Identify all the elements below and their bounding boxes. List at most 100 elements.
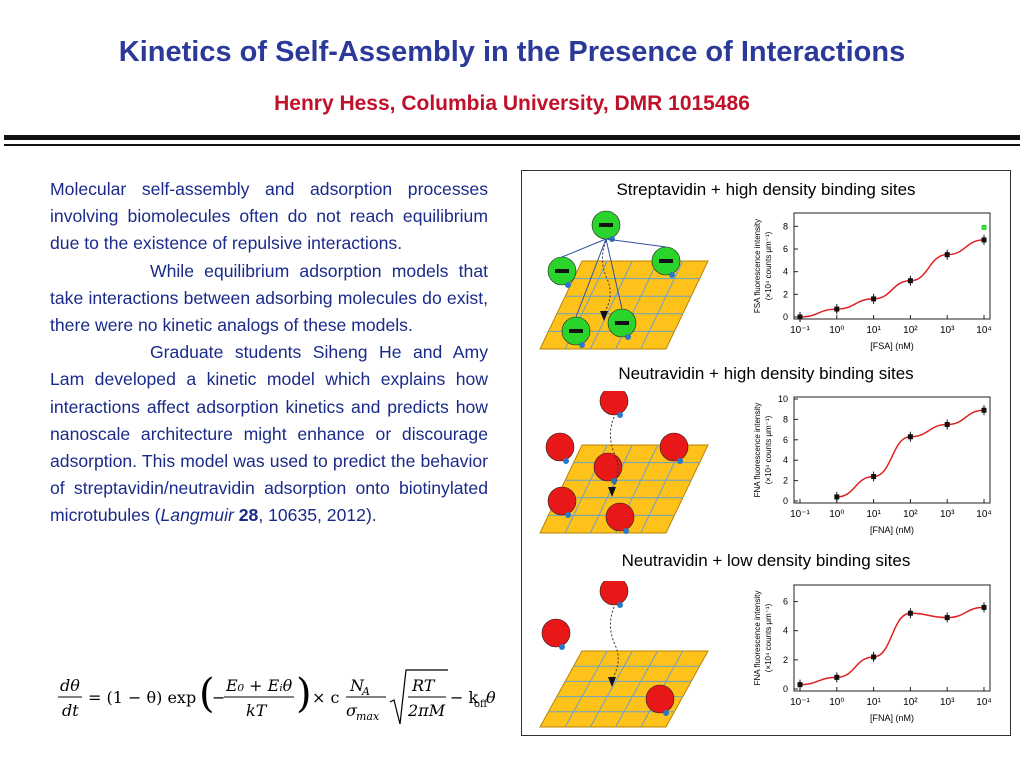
y-tick-label: 2: [783, 655, 788, 665]
y-axis-label-unit: (×10⁴ counts μm⁻¹): [764, 231, 773, 300]
y-tick-label: 2: [783, 476, 788, 486]
header-rule-thick: [4, 135, 1020, 140]
panel-1-label: Streptavidin + high density binding site…: [616, 180, 916, 199]
lattice-column: [640, 260, 684, 350]
x-tick-label: 10⁰: [829, 509, 844, 520]
biotin-site: [565, 282, 571, 288]
y-tick-label: 6: [783, 435, 788, 445]
interaction-arrow: [605, 238, 667, 248]
eq-lhs-num: dθ: [60, 676, 80, 695]
y-axis-label: FNA fluorescence intensity: [753, 403, 762, 498]
plot-frame: [793, 584, 991, 692]
x-tick-label: 10¹: [866, 509, 881, 520]
x-axis-label: [FSA] (nM): [870, 341, 914, 351]
diffusion-path: [610, 416, 619, 490]
arrowhead: [600, 311, 608, 321]
panel-3-label: Neutravidin + low density binding sites: [621, 551, 911, 570]
y-tick-label: 0: [783, 684, 788, 694]
data-point: [834, 674, 840, 680]
protein-molecule: [645, 684, 675, 714]
page-subtitle: Henry Hess, Columbia University, DMR 101…: [274, 92, 750, 115]
interaction-arrow: [575, 238, 607, 318]
diffusion-path: [610, 606, 619, 680]
protein-molecule: [547, 486, 577, 516]
paragraph-3: Graduate students Siheng He and Amy Lam …: [50, 339, 488, 529]
protein-marker: [599, 223, 613, 227]
biotin-site: [623, 528, 629, 534]
lattice-column: [564, 650, 608, 728]
y-tick-label: 4: [783, 455, 788, 465]
figure-panel: Streptavidin + high density binding site…: [521, 170, 1011, 736]
fit-curve: [799, 606, 985, 686]
data-point: [944, 252, 950, 258]
eq-term1: = (1 − θ) exp: [88, 688, 196, 707]
protein-marker: [569, 329, 583, 333]
plot-fna-low: 10⁻¹ 10⁰ 10¹ 10² 10³ 10⁴ 0 2 4 6 [FNA] (nM) FNA flu…: [753, 584, 992, 723]
data-point: [871, 654, 877, 660]
arrowhead: [608, 677, 616, 687]
kinetic-equation: dθ dt = (1 − θ) exp ( − E₀ + Eᵢθ kT ) × …: [58, 669, 496, 725]
panel-2-label: Neutravidin + high density binding sites: [618, 364, 914, 383]
interaction-arrow: [605, 238, 623, 310]
biotin-site: [625, 334, 631, 340]
y-tick-label: 0: [783, 312, 788, 322]
y-tick-label: 6: [783, 597, 788, 607]
data-point: [871, 296, 877, 302]
data-point: [981, 604, 987, 610]
paragraph-3-end: , 10635, 2012).: [258, 505, 377, 526]
plot-frame: [793, 212, 991, 320]
eq-paren-right: ): [296, 671, 312, 717]
y-axis-label: FSA fluorescence intensity: [753, 219, 762, 313]
protein-molecule: [541, 618, 571, 648]
protein-marker: [615, 321, 629, 325]
data-point: [797, 314, 803, 320]
eq-tail-sub: off: [474, 699, 488, 710]
data-point: [907, 610, 913, 616]
x-tick-label: 10⁻¹: [790, 509, 810, 520]
plot-fna-high: 10⁻¹ 10⁰ 10¹ 10² 10³ 10⁴ 0 2 4 6 8 10 [FNA] (nM) FNA …: [753, 394, 992, 535]
data-point: [834, 494, 840, 500]
protein-marker: [659, 259, 673, 263]
x-tick-label: 10⁻¹: [790, 325, 810, 336]
arrowhead: [608, 487, 616, 497]
biotin-site: [609, 236, 615, 242]
plot-frame: [793, 396, 991, 504]
biotin-site: [559, 644, 565, 650]
biotin-site: [617, 602, 623, 608]
data-point: [944, 422, 950, 427]
protein-molecule: [545, 432, 575, 462]
data-point: [871, 474, 877, 480]
scheme-neutravidin-high: [539, 391, 709, 534]
data-point: [907, 434, 913, 440]
y-axis-label-unit: (×10⁴ counts μm⁻¹): [764, 603, 773, 672]
fit-curve: [799, 239, 985, 318]
data-point: [981, 407, 987, 413]
y-axis-label: FNA fluorescence intensity: [753, 591, 762, 686]
interaction-arrow: [561, 238, 607, 258]
x-tick-label: 10⁰: [829, 697, 844, 708]
data-point: [834, 306, 840, 312]
lattice-column: [589, 260, 633, 350]
y-tick-label: 2: [783, 289, 788, 299]
header-rule-thin: [4, 144, 1020, 146]
x-tick-label: 10⁴: [976, 697, 991, 708]
lattice-column: [615, 650, 659, 728]
x-tick-label: 10³: [940, 697, 955, 708]
x-axis-label: [FNA] (nM): [870, 525, 914, 535]
protein-molecule: [659, 432, 689, 462]
y-axis-label-unit: (×10⁴ counts μm⁻¹): [764, 415, 773, 484]
y-tick-label: 8: [783, 414, 788, 424]
page-title: Kinetics of Self-Assembly in the Presenc…: [118, 36, 906, 68]
eq-na-num-sub: A: [361, 685, 370, 698]
eq-tail-end: θ: [486, 688, 496, 707]
protein-molecule: [593, 452, 623, 482]
journal-name: Langmuir: [160, 505, 234, 526]
biotin-site: [611, 478, 617, 484]
x-tick-label: 10²: [903, 697, 918, 708]
eq-frac-den: kT: [246, 701, 268, 720]
paragraph-3-text: Graduate students Siheng He and Amy Lam …: [50, 342, 488, 526]
y-axis-label-group: FNA fluorescence intensity (×10⁴ counts μ…: [753, 403, 773, 498]
y-tick-label: 10: [778, 394, 788, 404]
eq-times-c: × c: [312, 688, 339, 707]
diffusion-path: [602, 240, 611, 314]
